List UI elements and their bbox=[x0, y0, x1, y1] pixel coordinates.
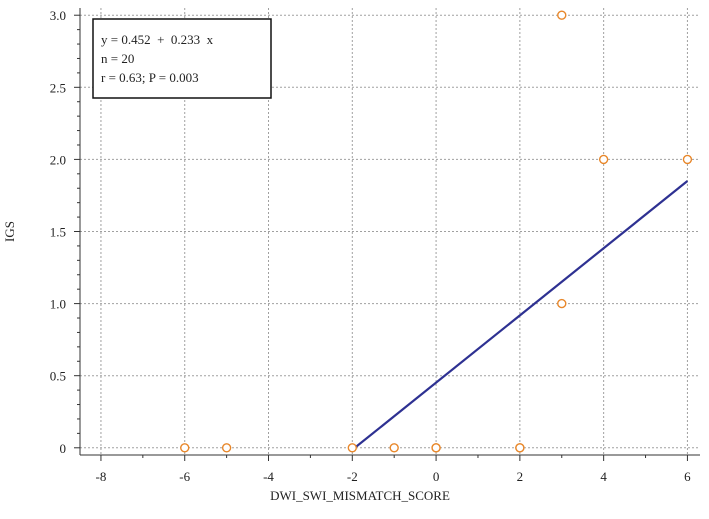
data-point bbox=[347, 443, 357, 453]
data-point bbox=[221, 443, 232, 453]
data-point bbox=[515, 443, 525, 453]
stats-line: y = 0.452 + 0.233 x bbox=[101, 32, 214, 47]
stats-annotation: y = 0.452 + 0.233 x n = 20 r = 0.63; P = 0… bbox=[92, 18, 272, 99]
data-point bbox=[682, 154, 693, 165]
y-tick-label: 2.0 bbox=[50, 152, 66, 167]
grid-lines bbox=[80, 8, 700, 455]
y-tick-label: 3.0 bbox=[50, 8, 66, 23]
data-point bbox=[389, 443, 399, 453]
data-point bbox=[180, 443, 190, 453]
x-tick-label: -6 bbox=[179, 469, 190, 484]
axes bbox=[74, 8, 700, 461]
y-tick-label: 1.0 bbox=[50, 297, 66, 312]
x-tick-label: 6 bbox=[684, 469, 691, 484]
data-point bbox=[557, 10, 567, 20]
stats-box bbox=[92, 18, 272, 99]
axis-labels: -8 -6 -4 -2 0 2 4 6 0 0.5 1.0 1.5 2.0 2.5 3.0 DWI_SWI_M… bbox=[2, 8, 691, 503]
x-tick-label: 2 bbox=[517, 469, 524, 484]
x-tick-label: 0 bbox=[433, 469, 440, 484]
x-tick-label: -2 bbox=[347, 469, 358, 484]
x-axis-title: DWI_SWI_MISMATCH_SCORE bbox=[270, 488, 450, 503]
stats-line: n = 20 bbox=[101, 51, 134, 66]
data-point bbox=[557, 298, 567, 309]
y-tick-label: 2.5 bbox=[50, 80, 66, 95]
y-tick-label: 1.5 bbox=[50, 225, 66, 240]
x-tick-label: -4 bbox=[263, 469, 274, 484]
data-point bbox=[598, 154, 609, 165]
data-points bbox=[180, 10, 693, 453]
y-axis-title: IGS bbox=[2, 221, 17, 242]
regression-line-layer bbox=[354, 180, 689, 449]
data-point bbox=[431, 443, 441, 453]
x-tick-label: -8 bbox=[96, 469, 107, 484]
x-tick-label: 4 bbox=[600, 469, 607, 484]
y-tick-label: 0.5 bbox=[50, 369, 66, 384]
regression-line bbox=[354, 180, 689, 449]
stats-line: r = 0.63; P = 0.003 bbox=[101, 70, 199, 85]
y-tick-label: 0 bbox=[60, 441, 67, 456]
